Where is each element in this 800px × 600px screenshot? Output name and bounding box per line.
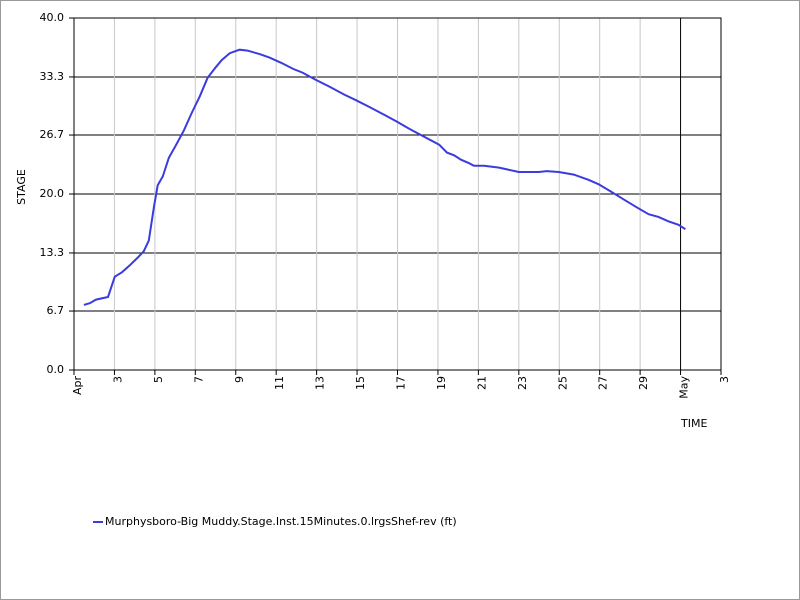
legend-label: Murphysboro-Big Muddy.Stage.Inst.15Minut…: [105, 515, 457, 528]
x-tick-label: 13: [314, 376, 327, 390]
y-axis-title: STAGE: [15, 169, 28, 205]
y-tick-label: 6.7: [47, 304, 65, 317]
y-tick-label: 33.3: [40, 70, 65, 83]
y-tick-label: 26.7: [40, 128, 65, 141]
x-tick-label: 5: [152, 376, 165, 383]
x-axis-title: TIME: [680, 417, 707, 430]
x-tick-label: 27: [597, 376, 610, 390]
x-tick-label: May: [678, 376, 691, 399]
x-tick-label: 15: [354, 376, 367, 390]
x-tick-label: 25: [556, 376, 569, 390]
x-tick-label: 3: [111, 376, 124, 383]
y-tick-label: 40.0: [40, 11, 65, 24]
y-tick-label: 13.3: [40, 246, 65, 259]
x-tick-label: 19: [435, 376, 448, 390]
x-tick-label: Apr: [71, 376, 84, 396]
data-line: [83, 48, 686, 306]
x-tick-label: 23: [516, 376, 529, 390]
x-tick-label: 7: [192, 376, 205, 383]
y-tick-label: 20.0: [40, 187, 65, 200]
y-tick-label: 0.0: [47, 363, 65, 376]
x-tick-label: 3: [718, 376, 731, 383]
x-tick-label: 9: [233, 376, 246, 383]
x-tick-label: 17: [395, 376, 408, 390]
x-tick-label: 11: [273, 376, 286, 390]
x-tick-label: 29: [637, 376, 650, 390]
x-tick-label: 21: [475, 376, 488, 390]
